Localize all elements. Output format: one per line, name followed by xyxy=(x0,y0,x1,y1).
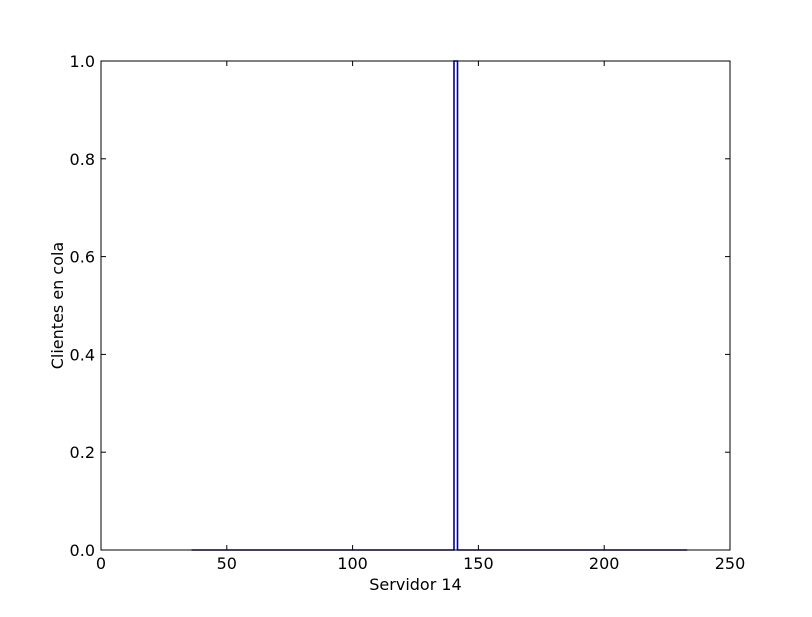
y-tick-label: 0.6 xyxy=(70,248,95,267)
x-axis-label: Servidor 14 xyxy=(369,575,461,594)
x-tick-label: 50 xyxy=(217,554,237,573)
x-tick-label: 0 xyxy=(96,554,106,573)
y-tick-label: 0.2 xyxy=(70,443,95,462)
y-tick-label: 0.0 xyxy=(70,541,95,560)
y-tick-label: 0.8 xyxy=(70,150,95,169)
y-tick-label: 0.4 xyxy=(70,345,95,364)
plot-background xyxy=(101,61,730,550)
x-tick-label: 200 xyxy=(589,554,620,573)
ticks-layer: 0 50 100 150 200 250 0.0 0.2 0.4 0.6 0.8 1.0 xyxy=(70,52,746,573)
x-tick-label: 150 xyxy=(463,554,494,573)
y-axis-label: Clientes en cola xyxy=(48,242,67,370)
y-tick-label: 1.0 xyxy=(70,52,95,71)
x-tick-label: 250 xyxy=(715,554,746,573)
x-tick-label: 100 xyxy=(337,554,368,573)
plot-frame xyxy=(100,60,731,551)
